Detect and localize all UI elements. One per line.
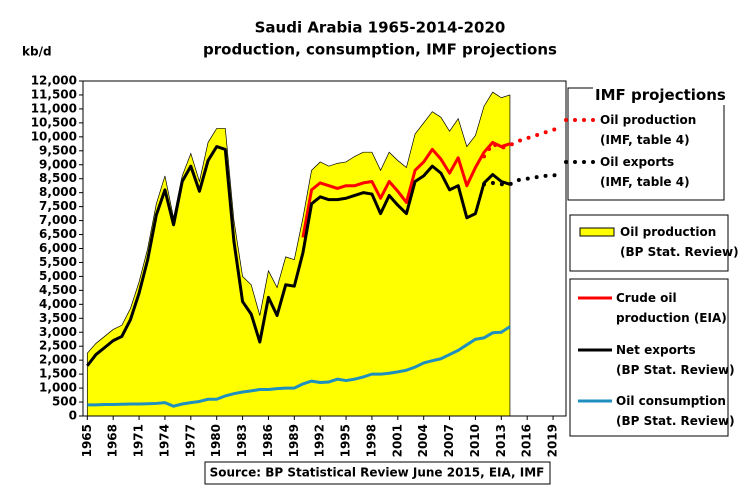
x-tick-label: 1992	[313, 424, 327, 457]
y-tick-label: 6,500	[39, 227, 77, 241]
y-tick-label: 10,500	[31, 115, 77, 129]
y-tick-label: 3,000	[39, 325, 77, 339]
line	[87, 325, 511, 408]
y-tick-label: 9,000	[39, 157, 77, 171]
x-tick-label: 2013	[494, 424, 508, 457]
area	[86, 91, 511, 417]
x-tick-label: 1980	[209, 424, 223, 457]
legend-swatch	[579, 227, 615, 237]
legend-box	[567, 87, 725, 201]
x-tick-label: 1977	[183, 424, 197, 457]
x-tick-label: 1998	[364, 424, 378, 457]
y-axis-label: kb/d	[22, 45, 52, 59]
x-tick-label: 2010	[468, 424, 482, 457]
x-tick-label: 2007	[442, 424, 456, 457]
y-tick-label: 8,500	[39, 171, 77, 185]
x-tick-label: 1971	[132, 424, 146, 457]
x-tick-label: 2016	[520, 424, 534, 457]
legend-box	[569, 278, 729, 437]
y-tick-label: 2,500	[39, 339, 77, 353]
y-tick-label: 0	[69, 409, 77, 423]
legend-entry: Oil exports (IMF, table 4)	[600, 155, 690, 189]
y-tick-label: 5,500	[39, 255, 77, 269]
y-tick-label: 1,000	[39, 381, 77, 395]
y-tick-label: 11,000	[31, 101, 77, 115]
legend-box	[569, 214, 729, 272]
x-tick-label: 1974	[157, 424, 171, 457]
source: Source: BP Statistical Review June 2015,…	[210, 466, 545, 480]
y-tick-label: 10,000	[31, 129, 77, 143]
x-tick-label: 2019	[546, 424, 560, 457]
y-tick-label: 6,000	[39, 241, 77, 255]
y-tick-label: 12,000	[31, 74, 77, 88]
y-tick-label: 7,500	[39, 199, 77, 213]
x-tick-label: 1995	[339, 424, 353, 457]
legend-entry: Crude oil production (EIA)	[616, 291, 727, 325]
y-tick-label: 1,500	[39, 367, 77, 381]
y-tick-label: 9,500	[39, 143, 77, 157]
y-tick-label: 4,000	[39, 297, 77, 311]
x-tick-label: 1968	[106, 424, 120, 457]
y-tick-label: 4,500	[39, 283, 77, 297]
x-tick-label: 2004	[416, 424, 430, 457]
chart-title: Saudi Arabia 1965-2014-2020	[255, 19, 506, 37]
x-tick-label: 1983	[235, 424, 249, 457]
line	[301, 140, 511, 238]
legend-entry: Oil production (IMF, table 4)	[600, 113, 697, 147]
line	[86, 145, 511, 367]
legend-entry: Oil production (BP Stat. Review)	[620, 225, 739, 259]
x-tick-label: 1986	[261, 424, 275, 457]
chart-subtitle: production, consumption, IMF projections	[203, 41, 557, 59]
y-tick-label: 5,000	[39, 269, 77, 283]
y-tick-label: 8,000	[39, 185, 77, 199]
x-tick-label: 1965	[80, 424, 94, 457]
y-tick-label: 3,500	[39, 311, 77, 325]
legend-entry: Net exports (BP Stat. Review)	[616, 343, 735, 377]
y-tick-label: 7,000	[39, 213, 77, 227]
x-tick-label: 1989	[287, 424, 301, 457]
x-tick-label: 2001	[390, 424, 404, 457]
y-tick-label: 2,000	[39, 353, 77, 367]
source-box	[204, 461, 551, 485]
y-tick-label: 11,500	[31, 87, 77, 101]
legend-group-title: IMF projections	[593, 85, 728, 105]
y-tick-label: 500	[52, 395, 77, 409]
legend-entry: Oil consumption (BP Stat. Review)	[616, 394, 735, 428]
